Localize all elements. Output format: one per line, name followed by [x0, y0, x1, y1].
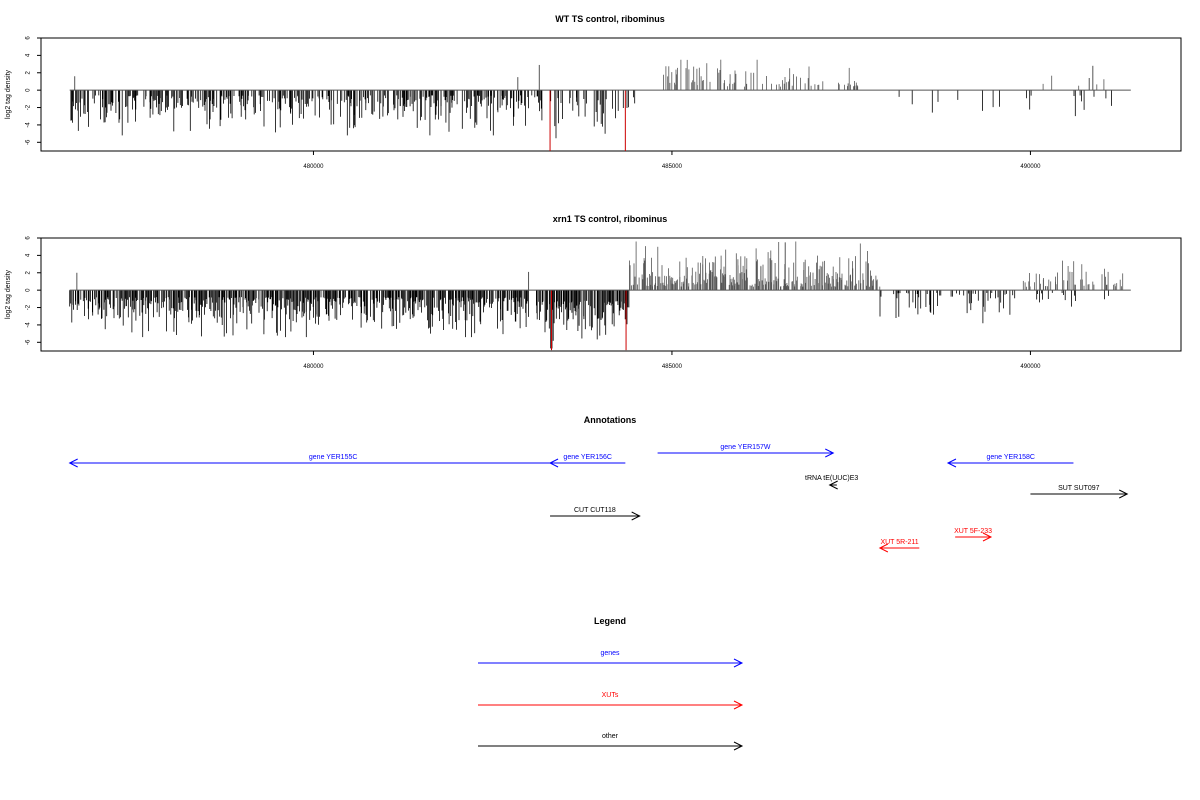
annotation-feature: gene YER155C — [68, 454, 597, 468]
y-tick-label: 0 — [26, 88, 32, 92]
y-tick-label: 2 — [26, 70, 32, 74]
y-axis-label: log2 tag density — [5, 69, 12, 119]
annotation-label: gene YER158C — [986, 454, 1035, 461]
annotation-label: SUT SUT097 — [1058, 485, 1100, 492]
annotation-label: gene YER156C — [563, 454, 612, 461]
legend-entry: genes — [478, 650, 744, 668]
annotation-label: XUT 5F-233 — [954, 528, 992, 535]
legend-label: XUTs — [602, 692, 619, 699]
arrow-head — [825, 448, 835, 458]
arrow-head — [828, 480, 838, 490]
chart-title: WT TS control, ribominus — [555, 14, 665, 24]
plot-frame — [40, 37, 1182, 152]
x-tick-label: 480000 — [303, 364, 324, 370]
legend-label: other — [602, 733, 619, 740]
annotation-label: gene YER155C — [309, 454, 358, 461]
y-tick-label: -6 — [26, 339, 32, 345]
annotation-label: tRNA tE(UUC)E3 — [805, 475, 858, 482]
annotation-feature: XUT 5R-211 — [878, 539, 920, 553]
x-tick-label: 485000 — [662, 364, 683, 370]
arrow-head — [946, 458, 957, 468]
chart-title: xrn1 TS control, ribominus — [553, 214, 668, 224]
arrow-head — [878, 543, 889, 553]
arrow-head — [982, 532, 993, 542]
annotation-label: gene YER157W — [720, 444, 770, 451]
annotation-feature: CUT CUT118 — [550, 507, 641, 521]
annotation-label: CUT CUT118 — [574, 507, 616, 514]
annotations-panel: Annotations gene YER155C gene YER156C gene… — [68, 415, 1129, 553]
arrow-head — [548, 458, 559, 468]
panel-wt-ts-control: WT TS control, ribominus log2 tag density… — [5, 14, 1182, 170]
y-tick-label: -2 — [26, 304, 32, 310]
signal-bars — [69, 241, 1124, 351]
arrow-head — [733, 741, 744, 751]
annotation-label: XUT 5R-211 — [880, 539, 918, 546]
annotation-feature: gene YER157W — [657, 444, 835, 458]
y-tick-label: -2 — [26, 104, 32, 110]
x-tick-label: 485000 — [662, 164, 683, 170]
y-tick-label: 0 — [26, 288, 32, 292]
annotation-feature: gene YER158C — [946, 454, 1074, 468]
y-tick-label: 6 — [26, 36, 32, 40]
panel-xrn1-ts-control: xrn1 TS control, ribominus log2 tag densi… — [5, 214, 1182, 370]
legend-panel: Legend genes XUTs other — [478, 616, 744, 751]
y-tick-label: 6 — [26, 236, 32, 240]
annotations-title: Annotations — [584, 415, 637, 425]
plot-frame — [40, 237, 1182, 352]
y-tick-label: 4 — [26, 253, 32, 257]
annotation-feature: XUT 5F-233 — [954, 528, 993, 542]
legend-entry: other — [478, 733, 744, 751]
legend-label: genes — [600, 650, 620, 657]
annotation-feature: tRNA tE(UUC)E3 — [805, 475, 858, 490]
signal-bars — [70, 59, 1112, 151]
y-tick-label: 2 — [26, 270, 32, 274]
annotation-feature: SUT SUT097 — [1030, 485, 1129, 499]
y-tick-label: -6 — [26, 139, 32, 145]
arrow-head — [68, 458, 78, 468]
x-tick-label: 490000 — [1020, 364, 1041, 370]
x-tick-label: 490000 — [1020, 164, 1041, 170]
x-tick-label: 480000 — [303, 164, 324, 170]
legend-title: Legend — [594, 616, 626, 626]
legend-entry: XUTs — [478, 692, 744, 710]
arrow-head — [733, 658, 744, 668]
arrow-head — [733, 700, 744, 710]
annotation-feature: gene YER156C — [548, 454, 626, 468]
y-tick-label: -4 — [26, 322, 32, 328]
y-tick-label: -4 — [26, 122, 32, 128]
y-tick-label: 4 — [26, 53, 32, 57]
arrow-head — [631, 511, 641, 521]
arrow-head — [1119, 489, 1129, 499]
y-axis-label: log2 tag density — [5, 269, 12, 319]
